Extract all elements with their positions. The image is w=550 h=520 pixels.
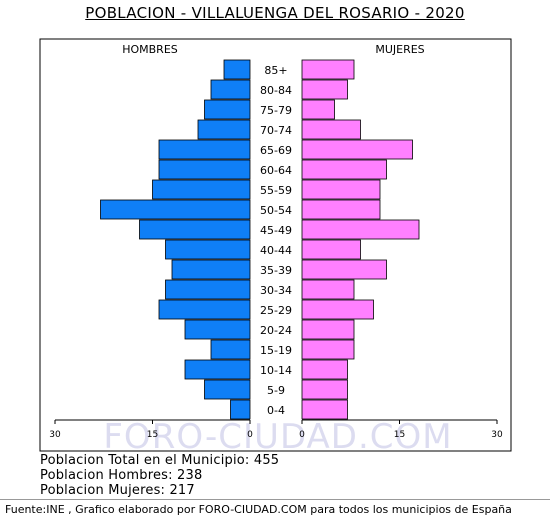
bars-mujeres	[301, 59, 420, 420]
stat-mujeres: Poblacion Mujeres: 217	[40, 483, 195, 498]
bar-mujeres-35-39	[301, 259, 387, 280]
legend-mujeres: MUJERES	[375, 43, 424, 56]
age-label: 30-34	[260, 284, 292, 297]
age-label: 60-64	[260, 164, 292, 177]
age-label: 20-24	[260, 324, 292, 337]
bar-hombres-85+	[223, 59, 251, 80]
bars-hombres	[100, 59, 251, 420]
bar-hombres-15-19	[210, 339, 251, 360]
x-tick-label: 0	[299, 430, 305, 440]
age-label: 10-14	[260, 364, 292, 377]
x-tick-label: 0	[247, 430, 253, 440]
bar-hombres-45-49	[139, 219, 251, 240]
x-tick-label: 15	[147, 430, 158, 440]
bar-mujeres-75-79	[301, 99, 335, 120]
age-label: 0-4	[267, 404, 285, 417]
stat-hombres: Poblacion Hombres: 238	[40, 468, 203, 483]
bar-hombres-25-29	[158, 299, 251, 320]
bar-hombres-80-84	[210, 79, 251, 100]
age-label: 55-59	[260, 184, 292, 197]
bar-hombres-60-64	[158, 159, 251, 180]
age-label: 25-29	[260, 304, 292, 317]
bar-mujeres-20-24	[301, 319, 355, 340]
watermark: FORO-CIUDAD.COM	[103, 417, 452, 457]
bar-hombres-40-44	[165, 239, 251, 260]
bar-mujeres-10-14	[301, 359, 348, 380]
bar-mujeres-55-59	[301, 179, 381, 200]
bar-mujeres-15-19	[301, 339, 355, 360]
age-label: 5-9	[267, 384, 285, 397]
age-label: 75-79	[260, 104, 292, 117]
age-label: 50-54	[260, 204, 292, 217]
bar-mujeres-70-74	[301, 119, 361, 140]
chart-frame	[39, 38, 512, 452]
bar-mujeres-80-84	[301, 79, 348, 100]
bar-hombres-70-74	[197, 119, 251, 140]
bar-hombres-65-69	[158, 139, 251, 160]
bar-mujeres-0-4	[301, 399, 348, 420]
bar-mujeres-45-49	[301, 219, 420, 240]
age-label: 15-19	[260, 344, 292, 357]
age-label: 70-74	[260, 124, 292, 137]
age-label: 40-44	[260, 244, 292, 257]
age-label: 35-39	[260, 264, 292, 277]
page-title: POBLACION - VILLALUENGA DEL ROSARIO - 20…	[85, 4, 465, 22]
age-label: 65-69	[260, 144, 292, 157]
bar-hombres-50-54	[100, 199, 251, 220]
legend-hombres: HOMBRES	[122, 43, 178, 56]
age-label: 80-84	[260, 84, 292, 97]
bar-hombres-55-59	[152, 179, 251, 200]
bar-mujeres-65-69	[301, 139, 413, 160]
source-note: Fuente:INE , Grafico elaborado por FORO-…	[5, 503, 512, 516]
bar-hombres-0-4	[230, 399, 251, 420]
age-label: 85+	[264, 64, 287, 77]
bar-hombres-30-34	[165, 279, 251, 300]
bar-mujeres-50-54	[301, 199, 381, 220]
footer-divider	[0, 499, 550, 500]
bar-hombres-75-79	[204, 99, 251, 120]
x-tick-label: 30	[49, 430, 61, 440]
age-label: 45-49	[260, 224, 292, 237]
bar-hombres-35-39	[171, 259, 251, 280]
bar-hombres-5-9	[204, 379, 251, 400]
x-axes: 30 15 0 0 15 30	[49, 419, 503, 440]
bar-hombres-10-14	[184, 359, 251, 380]
x-tick-label: 30	[491, 430, 503, 440]
bar-hombres-20-24	[184, 319, 251, 340]
bar-mujeres-85+	[301, 59, 355, 80]
bar-mujeres-25-29	[301, 299, 374, 320]
x-tick-label: 15	[394, 430, 405, 440]
bar-mujeres-5-9	[301, 379, 348, 400]
stat-total: Poblacion Total en el Municipio: 455	[40, 453, 280, 468]
bar-mujeres-30-34	[301, 279, 355, 300]
population-pyramid-chart: HOMBRES MUJERES FORO-CIUDAD.COM 85+ 80-84…	[39, 38, 512, 457]
bar-mujeres-40-44	[301, 239, 361, 260]
bar-mujeres-60-64	[301, 159, 387, 180]
age-labels: 85+ 80-84 75-79 70-74 65-69 60-64 55-59 50-54 45…	[260, 64, 292, 417]
